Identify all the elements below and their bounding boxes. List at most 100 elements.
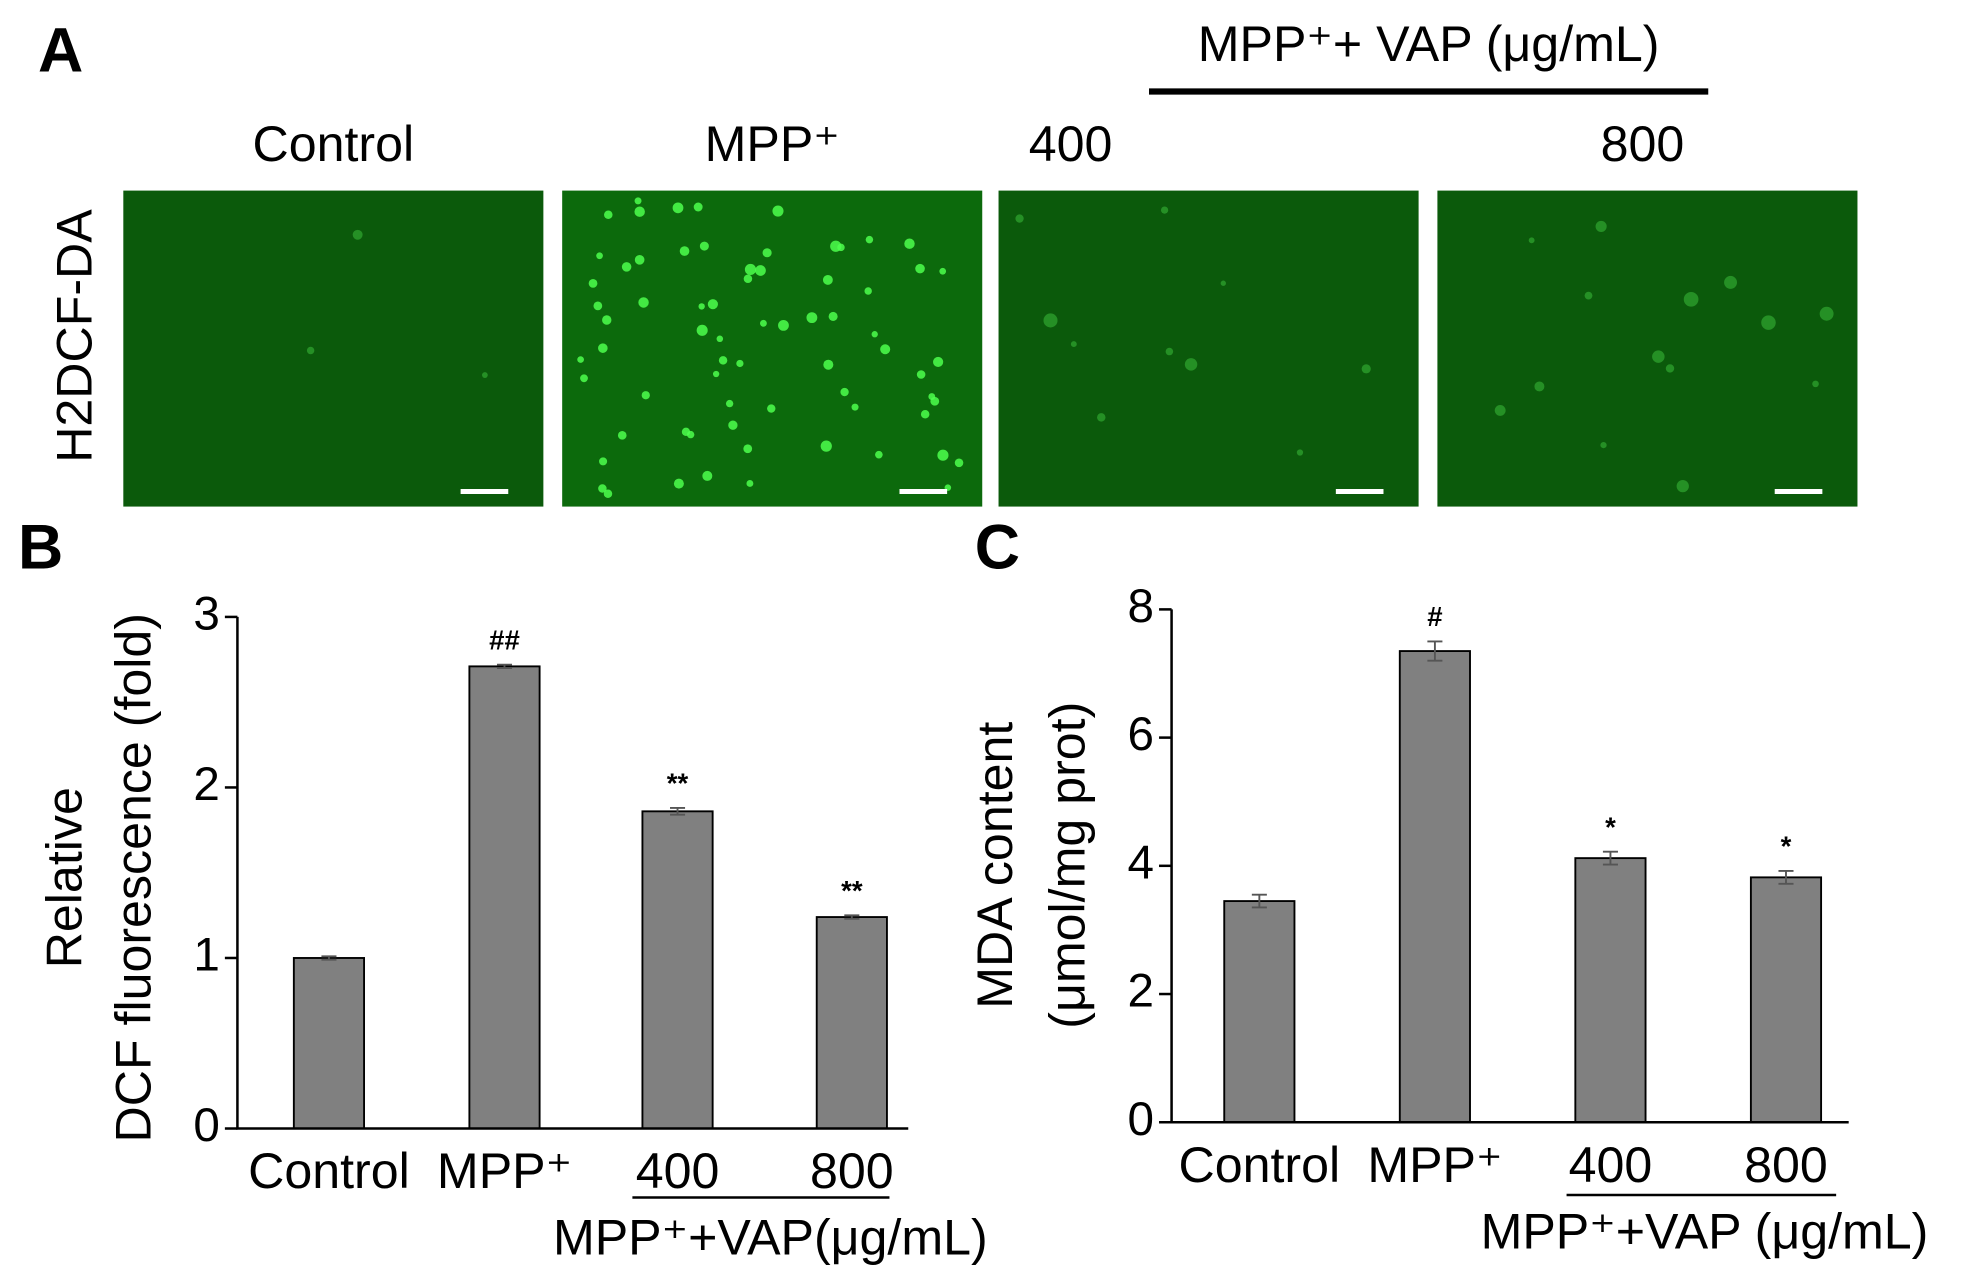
cell [822,274,833,285]
y-tick-label: 2 [1128,965,1155,1018]
row-label: H2DCF-DA [46,209,102,463]
cell [744,263,757,276]
cell [1160,206,1169,214]
cell [728,420,738,430]
cell [702,470,713,481]
cell [851,403,859,411]
cell [1220,280,1226,286]
cell [712,370,720,378]
cell [634,206,645,217]
cell [865,235,874,244]
cell [1494,404,1506,416]
cell [760,319,767,327]
cell [686,430,695,439]
error-bar [844,914,860,920]
error-bar [670,806,686,816]
cell [352,229,363,240]
cell [598,343,608,353]
cell [1600,441,1607,449]
cell [762,248,772,258]
cell [602,315,612,325]
cell [1015,214,1024,223]
cell [672,202,684,214]
micrograph [562,190,983,507]
group-header: MPP⁺+ VAP (μg/mL) [1198,16,1660,72]
cell [1296,449,1304,456]
cell [871,331,878,338]
micrograph [123,190,544,507]
cell [1043,313,1058,328]
cell [707,299,718,310]
cell [933,356,944,368]
bar [815,916,888,1130]
x-tick-label: MPP⁺ [437,1143,572,1199]
cell [1665,364,1675,373]
cell [1361,364,1371,374]
cell [736,359,744,368]
bar [292,957,366,1130]
cell [755,265,766,276]
cell [1724,275,1738,289]
cell [772,205,784,217]
y-tick-label: 8 [1128,580,1155,633]
cell [679,246,690,256]
cell [580,374,588,383]
cell [588,278,598,288]
cell [593,301,603,311]
cell [1652,350,1665,363]
cell [806,312,818,324]
cell [904,238,915,249]
cell [604,210,613,219]
cell [725,399,734,408]
cell [830,240,842,252]
column-label: 800 [1601,116,1685,172]
panel-label: C [975,512,1020,582]
column-label: Control [253,116,415,172]
bar [468,665,541,1130]
cell [306,346,315,355]
cell [930,396,940,406]
cell [767,404,776,413]
bar [1398,650,1471,1124]
cell [880,344,891,355]
column-label: MPP⁺ [705,116,840,172]
cell [915,263,925,274]
y-axis-label: DCF fluorescence (fold) [105,613,161,1142]
significance: ## [489,624,520,655]
cell [596,252,603,260]
cell [699,241,709,251]
cell [1595,220,1607,232]
cell [1184,358,1198,371]
bar [1749,876,1823,1124]
cell [698,303,705,310]
micrographs [123,190,1858,507]
cell [621,262,632,272]
cell [864,287,872,295]
cell [840,387,849,397]
significance: * [1605,811,1616,842]
y-tick-label: 0 [1128,1093,1155,1146]
cell [617,431,627,440]
error-bar [496,663,513,670]
error-bar [321,955,337,961]
cell [638,297,649,308]
cell [1812,380,1819,388]
cell [920,409,930,419]
cell [718,356,728,365]
bar [1223,900,1296,1124]
x-tick-label: 400 [1569,1137,1653,1193]
panel-label: B [18,512,63,582]
y-tick-label: 0 [193,1099,220,1152]
cell [1683,292,1699,307]
error-bar [1778,870,1794,885]
y-tick-label: 3 [193,587,220,640]
column-label: 400 [1029,116,1113,172]
cell [634,197,642,205]
error-bar [1427,640,1443,662]
cell [641,391,650,400]
cell [599,457,608,466]
y-tick-label: 2 [193,758,220,811]
cell [603,489,613,498]
significance: ** [841,875,863,906]
